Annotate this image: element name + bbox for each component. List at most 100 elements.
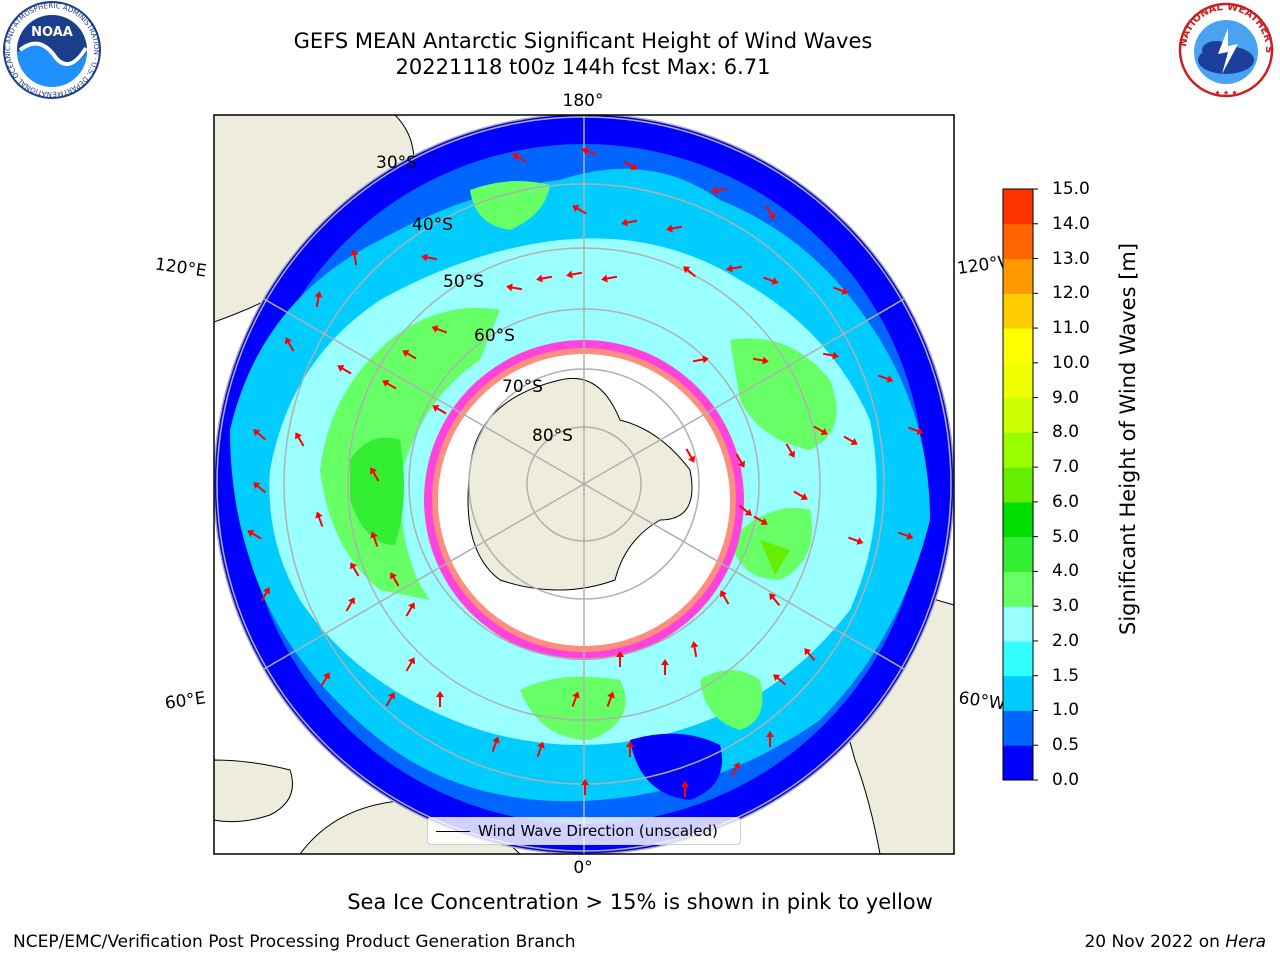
wind-wave-arrow	[601, 274, 618, 283]
wind-wave-arrow	[581, 147, 597, 156]
wind-wave-arrow	[753, 515, 768, 525]
lat-label-80s: 80°S	[532, 426, 573, 446]
wind-wave-arrow	[833, 286, 849, 295]
colorbar-swatch	[1003, 189, 1033, 225]
wind-wave-arrow	[685, 448, 695, 463]
wind-wave-arrow	[337, 365, 352, 375]
colorbar-tick-label: 2.0	[1052, 630, 1080, 651]
wind-wave-arrow	[683, 266, 697, 278]
colorbar-swatch	[1003, 362, 1033, 399]
wind-wave-arrow	[436, 691, 444, 707]
wind-wave-arrow	[898, 531, 914, 540]
lat-label-70s: 70°S	[502, 377, 543, 397]
colorbar-tick-label: 4.0	[1052, 561, 1080, 582]
wind-wave-arrow	[571, 691, 580, 707]
wind-wave-arrow	[260, 587, 270, 602]
date-stamp: 20 Nov 2022 on Hera	[1084, 932, 1266, 952]
wind-wave-arrow	[370, 531, 379, 547]
wind-wave-arrow	[804, 648, 816, 662]
wind-wave-arrow	[726, 264, 743, 273]
colorbar-swatch	[1003, 467, 1033, 503]
wind-wave-arrow	[315, 511, 324, 527]
noaa-logo-icon: NATIONAL OCEANIC AND ATMOSPHERIC ADMINIS…	[0, 0, 101, 99]
wind-wave-arrow	[385, 692, 395, 707]
wind-wave-arrow	[253, 429, 267, 441]
wind-wave-arrow	[813, 425, 828, 435]
colorbar-label: Significant Height of Wind Waves [m]	[1116, 242, 1140, 635]
wind-wave-arrow	[908, 426, 924, 435]
colorbar-frame	[1002, 188, 1034, 781]
wind-wave-arrow	[253, 482, 267, 494]
map-legend: Wind Wave Direction (unscaled)	[427, 817, 741, 845]
wind-wave-arrow	[730, 762, 740, 777]
wind-wave-arrow	[766, 731, 774, 747]
colorbar-tick-label: 15.0	[1052, 179, 1090, 199]
wind-wave-arrow	[314, 291, 323, 308]
wind-wave-arrow	[581, 779, 589, 795]
colorbar-tick-label: 3.0	[1052, 596, 1080, 617]
date-text: 20 Nov 2022 on	[1084, 932, 1220, 952]
colorbar-swatch	[1003, 640, 1033, 677]
colorbar-tick-label: 1.0	[1052, 700, 1080, 721]
wind-wave-arrow	[247, 530, 262, 540]
wind-wave-arrow	[616, 651, 624, 667]
wind-wave-arrow	[491, 736, 500, 752]
nws-logo-icon: NATIONAL WEATHER SERVICE ★ ★ ★	[1172, 0, 1274, 98]
wind-wave-arrow	[666, 224, 683, 233]
wind-wave-arrow	[752, 356, 769, 365]
wind-wave-arrow	[295, 432, 305, 447]
wind-wave-arrow	[623, 160, 638, 170]
lon-label-120e: 120°E	[154, 255, 208, 282]
colorbar-swatch	[1003, 675, 1033, 711]
wind-wave-arrow	[405, 602, 415, 617]
wind-wave-arrow	[512, 153, 527, 163]
wind-wave-arrow	[711, 186, 728, 195]
colorbar-tick-label: 12.0	[1052, 283, 1090, 304]
wind-wave-arrow	[692, 355, 709, 364]
wind-wave-arrow	[370, 467, 380, 482]
wind-wave-arrows	[247, 147, 924, 797]
colorbar-tick-label: 1.5	[1052, 665, 1080, 686]
wind-wave-arrow	[765, 205, 775, 220]
wind-wave-arrow	[431, 325, 447, 334]
colorbar-swatch	[1003, 293, 1033, 329]
colorbar-swatch	[1003, 258, 1033, 294]
colorbar-swatch	[1003, 606, 1033, 642]
wind-wave-arrow	[320, 672, 330, 687]
colorbar-swatch	[1003, 710, 1033, 746]
sea-ice-note: Sea Ice Concentration > 15% is shown in …	[347, 890, 933, 914]
wind-wave-arrow	[681, 781, 689, 797]
wind-wave-arrow	[878, 374, 894, 383]
colorbar-tick-label: 10.0	[1052, 352, 1090, 373]
colorbar-tick-label: 0.0	[1052, 770, 1080, 790]
colorbar-tick-label: 14.0	[1052, 213, 1090, 234]
wind-wave-arrow	[606, 691, 615, 707]
wind-wave-arrow	[848, 536, 864, 545]
colorbar-tick-label: 5.0	[1052, 526, 1080, 547]
colorbar-tick-label: 13.0	[1052, 248, 1090, 269]
colorbar-swatch	[1003, 432, 1033, 468]
colorbar-swatch	[1003, 745, 1033, 781]
colorbar-swatch	[1003, 571, 1033, 607]
wind-wave-arrow	[536, 274, 553, 283]
wind-wave-arrow	[390, 572, 400, 587]
lon-label-0: 0°	[573, 858, 592, 878]
noaa-logo-text: NOAA	[31, 25, 73, 40]
wind-wave-arrow	[843, 435, 858, 445]
wind-wave-arrow	[769, 593, 781, 607]
lat-label-50s: 50°S	[443, 272, 484, 292]
wind-wave-arrow	[773, 674, 787, 686]
wind-wave-arrow	[785, 443, 795, 458]
wind-wave-arrow	[432, 405, 447, 415]
wind-wave-arrow	[566, 270, 583, 279]
credit-text: NCEP/EMC/Verification Post Processing Pr…	[13, 932, 576, 952]
lon-label-180: 180°	[563, 91, 604, 111]
colorbar-tick-label: 0.5	[1052, 735, 1080, 756]
wind-wave-arrow	[350, 562, 360, 577]
wind-wave-arrow	[572, 205, 587, 215]
colorbar-tick-label: 8.0	[1052, 422, 1080, 443]
wind-wave-arrow	[536, 741, 545, 757]
wind-wave-arrow	[506, 283, 523, 292]
lon-label-60e: 60°E	[164, 688, 207, 713]
colorbar-swatch	[1003, 536, 1033, 572]
